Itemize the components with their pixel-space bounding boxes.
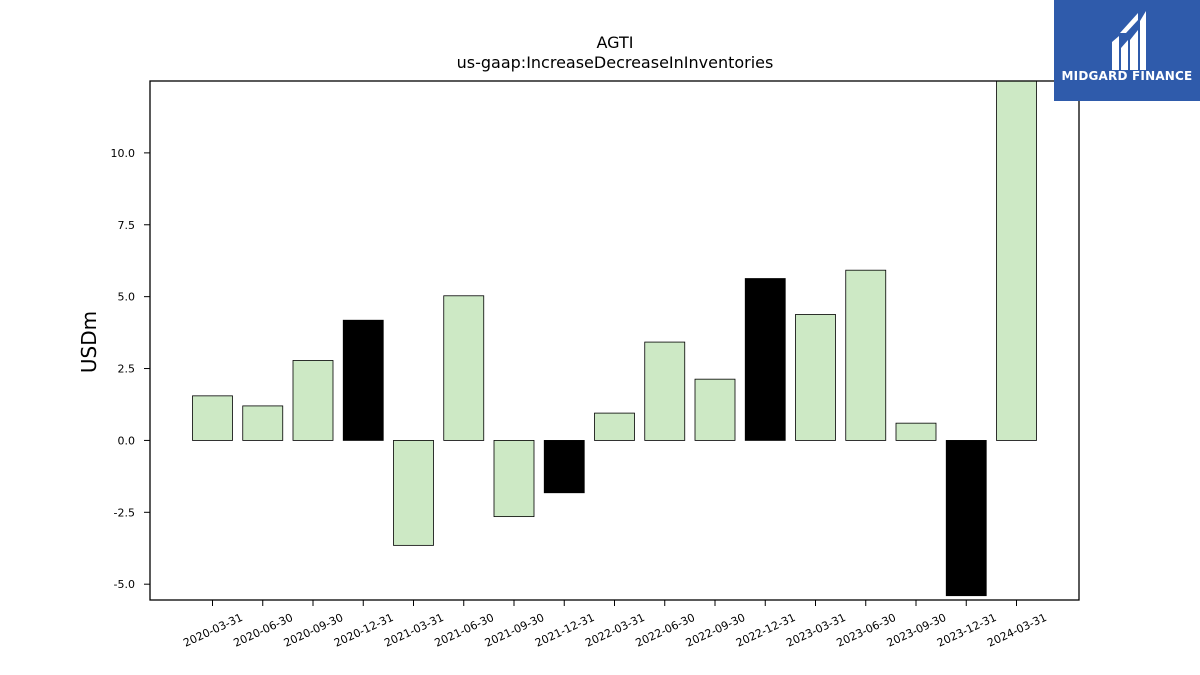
x-ticks-group: 2020-03-312020-06-302020-09-302020-12-31…	[181, 600, 1049, 650]
y-tick-label: -5.0	[114, 578, 135, 591]
midgard-logo-icon	[1112, 11, 1146, 70]
bar-2020-12-31	[342, 319, 384, 441]
bar-2023-09-30	[895, 422, 937, 441]
bar-2023-03-31	[795, 314, 836, 441]
bar-2021-06-30	[443, 295, 485, 441]
bar-2020-06-30	[242, 405, 284, 441]
bar-2023-06-30	[845, 269, 887, 441]
brand-name: MIDGARD FINANCE	[1061, 69, 1193, 83]
plot-frame	[149, 80, 1080, 601]
midgard-finance-logo: MIDGARD FINANCE	[1054, 0, 1200, 101]
chart-subtitle: us-gaap:IncreaseDecreaseInInventories	[457, 53, 774, 72]
bar-2022-09-30	[694, 378, 736, 441]
y-tick-label: 0.0	[118, 434, 136, 447]
y-tick-label: -2.5	[114, 506, 135, 519]
bar-2024-03-31	[996, 80, 1037, 441]
bar-2020-09-30	[292, 360, 334, 441]
bar-2022-06-30	[644, 341, 686, 441]
y-tick-label: 10.0	[111, 147, 136, 160]
bar-2022-12-31	[744, 278, 786, 441]
y-ticks-group: -5.0 -2.5 0.0 2.5 5.0 7.5 10.0	[111, 147, 150, 591]
chart-title: AGTI	[597, 33, 634, 52]
bars-group	[192, 80, 1037, 597]
bar-2021-12-31	[543, 440, 585, 494]
y-axis-label: USDm	[77, 311, 101, 373]
y-tick-label: 2.5	[118, 363, 136, 376]
y-tick-label: 5.0	[118, 291, 136, 304]
bar-2021-09-30	[493, 440, 535, 518]
bar-2020-03-31	[192, 395, 233, 441]
y-tick-label: 7.5	[118, 219, 136, 232]
bar-2022-03-31	[594, 412, 635, 441]
bar-2023-12-31	[945, 440, 987, 597]
bar-2021-03-31	[393, 440, 434, 546]
